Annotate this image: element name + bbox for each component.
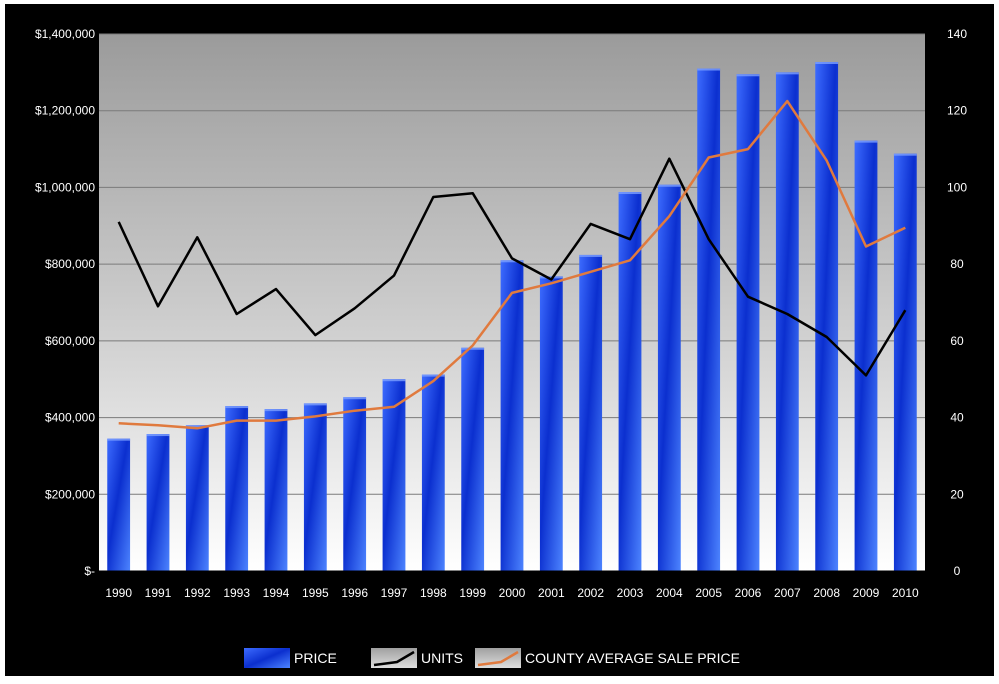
x-tick-label: 2002 — [577, 586, 604, 600]
y2-tick-label: 20 — [950, 487, 964, 501]
y-tick-label: $1,400,000 — [35, 27, 95, 41]
price-bar-highlight — [775, 72, 799, 75]
y2-tick-label: 0 — [954, 564, 961, 578]
legend-swatch-line — [373, 650, 415, 667]
legend-label: PRICE — [294, 650, 337, 666]
y2-tick-label: 100 — [947, 180, 967, 194]
price-bar-highlight — [657, 184, 681, 187]
price-bar-highlight — [107, 438, 131, 441]
county-average-line — [118, 99, 906, 430]
x-tick-label: 2005 — [695, 586, 722, 600]
y2-tick-label: 80 — [950, 257, 964, 271]
price-bar — [579, 254, 603, 572]
price-bar — [697, 68, 721, 572]
axes: $- $200,000 $400,000 $600,000 $800,000 $1,000… — [35, 27, 967, 600]
legend-label: COUNTY AVERAGE SALE PRICE — [525, 650, 740, 666]
price-bar-highlight — [185, 425, 209, 428]
x-tick-label: 1992 — [184, 586, 211, 600]
combo-chart: $- $200,000 $400,000 $600,000 $800,000 $1,000… — [35, 27, 967, 668]
price-bar — [736, 74, 760, 572]
y-tick-label: $1,000,000 — [35, 180, 95, 194]
x-tick-label: 2009 — [853, 586, 880, 600]
price-bar-highlight — [421, 374, 445, 377]
x-tick-label: 2008 — [813, 586, 840, 600]
x-tick-label: 2000 — [499, 586, 526, 600]
price-bar — [303, 403, 327, 571]
x-tick-label: 1993 — [223, 586, 250, 600]
x-tick-label: 2004 — [656, 586, 683, 600]
y2-tick-label: 60 — [950, 334, 964, 348]
price-bar — [657, 184, 681, 571]
legend-swatch-line — [477, 650, 519, 667]
y-tick-label: $200,000 — [45, 487, 95, 501]
price-bar — [264, 409, 288, 571]
x-tick-label: 1994 — [263, 586, 290, 600]
price-bar — [500, 260, 524, 571]
x-tick-label: 2003 — [617, 586, 644, 600]
price-bar — [461, 347, 485, 571]
y-tick-label: $1,200,000 — [35, 104, 95, 118]
line-series — [117, 99, 907, 430]
y-tick-label: $800,000 — [45, 257, 95, 271]
price-bar — [775, 72, 799, 571]
price-bar — [815, 62, 839, 572]
price-bar-highlight — [225, 406, 249, 409]
price-bar-highlight — [815, 62, 839, 65]
y2-tick-label: 120 — [947, 104, 967, 118]
x-tick-label: 1999 — [459, 586, 486, 600]
x-tick-label: 1998 — [420, 586, 447, 600]
price-bar — [382, 379, 406, 571]
price-bar — [225, 406, 249, 571]
legend: PRICE UNITS COUNTY AVERAGE SALE PRICE — [244, 648, 740, 668]
price-bar-highlight — [736, 74, 760, 77]
price-bar-highlight — [382, 379, 406, 382]
x-tick-label: 2007 — [774, 586, 801, 600]
units-line — [117, 157, 907, 377]
price-bar — [539, 276, 563, 571]
price-bar — [185, 425, 209, 571]
x-tick-label: 2010 — [892, 586, 919, 600]
price-bar-highlight — [343, 397, 367, 400]
x-tick-label: 1991 — [145, 586, 172, 600]
x-tick-label: 2001 — [538, 586, 565, 600]
price-bar — [893, 153, 917, 571]
legend-label: UNITS — [421, 650, 463, 666]
y-tick-label: $600,000 — [45, 334, 95, 348]
price-bar-highlight — [697, 68, 721, 71]
price-bar — [107, 438, 131, 571]
y-tick-label: $400,000 — [45, 411, 95, 425]
price-bars — [107, 62, 917, 572]
price-bar — [421, 374, 445, 571]
price-bar-highlight — [264, 409, 288, 412]
price-bar-highlight — [893, 153, 917, 156]
price-bar-highlight — [618, 192, 642, 195]
price-bar — [618, 192, 642, 571]
price-bar-highlight — [146, 434, 170, 437]
legend-county-average: COUNTY AVERAGE SALE PRICE — [475, 648, 740, 668]
y-tick-label: $- — [84, 564, 95, 578]
x-tick-label: 2006 — [735, 586, 762, 600]
y2-tick-label: 140 — [947, 27, 967, 41]
price-bar-highlight — [303, 403, 327, 406]
chart-frame: $- $200,000 $400,000 $600,000 $800,000 $1,000… — [5, 4, 994, 676]
price-bar — [343, 397, 367, 571]
x-tick-label: 1990 — [105, 586, 132, 600]
price-bar — [854, 140, 878, 571]
legend-price: PRICE — [244, 648, 337, 668]
y2-tick-label: 40 — [950, 411, 964, 425]
legend-swatch-bar — [244, 648, 290, 668]
price-bar-highlight — [854, 140, 878, 143]
price-bar-highlight — [579, 254, 603, 257]
price-bar — [146, 434, 170, 571]
x-tick-label: 1995 — [302, 586, 329, 600]
price-bar-highlight — [500, 260, 524, 263]
x-tick-label: 1996 — [341, 586, 368, 600]
price-bar-highlight — [461, 347, 485, 350]
legend-units: UNITS — [371, 648, 463, 668]
x-tick-label: 1997 — [381, 586, 408, 600]
